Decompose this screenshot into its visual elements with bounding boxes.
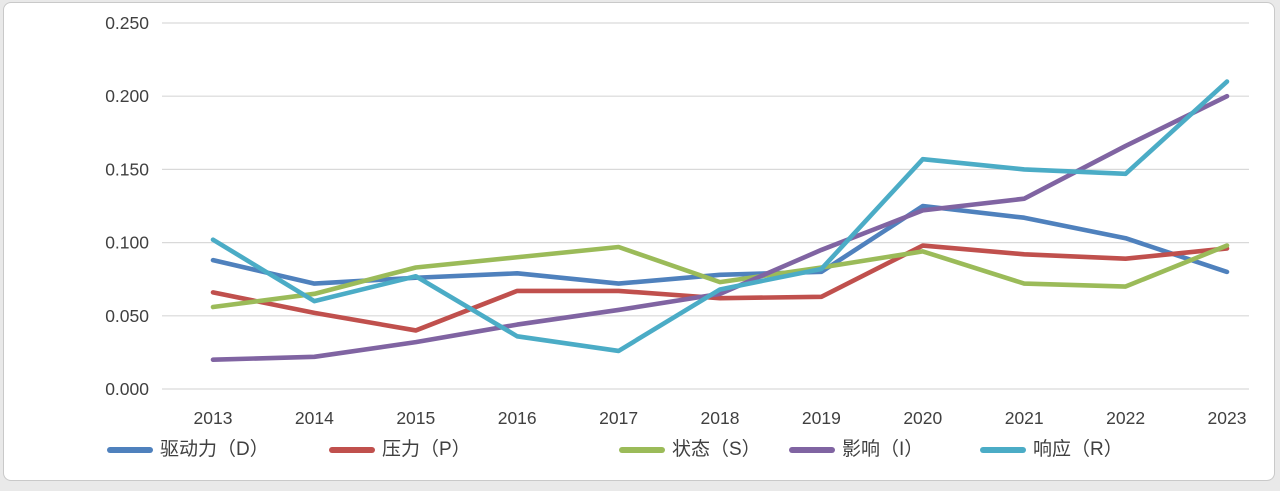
legend-marker-pressure bbox=[329, 447, 375, 453]
legend-label-state: 状态（S） bbox=[672, 439, 761, 460]
y-axis-tick-label: 0.100 bbox=[105, 233, 149, 253]
x-axis-tick-label-2022: 2022 bbox=[1106, 408, 1145, 428]
x-axis-tick-label-2015: 2015 bbox=[396, 408, 435, 428]
chart-card: 0.000 0.050 0.100 0.150 0.200 0.250 2013 2014 20… bbox=[3, 2, 1275, 481]
legend-label-driver: 驱动力（D） bbox=[160, 439, 269, 460]
line-chart: 0.000 0.050 0.100 0.150 0.200 0.250 2013 2014 20… bbox=[105, 13, 1249, 428]
series-line-impact bbox=[210, 93, 1230, 363]
y-axis-tick-label: 0.250 bbox=[105, 13, 149, 33]
legend-label-pressure: 压力（P） bbox=[382, 439, 471, 460]
x-axis-tick-label-2018: 2018 bbox=[701, 408, 740, 428]
x-axis-tick-label-2014: 2014 bbox=[295, 408, 334, 428]
legend-marker-impact bbox=[789, 447, 835, 453]
legend-item-driver: 驱动力（D） bbox=[107, 436, 269, 464]
x-axis-tick-label-2013: 2013 bbox=[194, 408, 233, 428]
series-line-state bbox=[210, 243, 1230, 310]
x-axis-tick-label-2021: 2021 bbox=[1005, 408, 1044, 428]
series-line-response bbox=[210, 79, 1230, 354]
chart-legend: 驱动力（D） 压力（P） 状态（S） 影响（I） 响应（R） bbox=[4, 436, 1274, 464]
x-axis-tick-label-2020: 2020 bbox=[903, 408, 942, 428]
legend-label-impact: 影响（I） bbox=[842, 439, 924, 460]
series-line-pressure bbox=[210, 243, 1230, 333]
legend-marker-state bbox=[619, 447, 665, 453]
y-axis-tick-label: 0.150 bbox=[105, 159, 149, 179]
y-axis-tick-label: 0.050 bbox=[105, 306, 149, 326]
legend-item-state: 状态（S） bbox=[619, 436, 761, 464]
legend-item-pressure: 压力（P） bbox=[329, 436, 471, 464]
legend-label-response: 响应（R） bbox=[1033, 439, 1123, 460]
y-axis-tick-label: 0.200 bbox=[105, 86, 149, 106]
legend-item-impact: 影响（I） bbox=[789, 436, 923, 464]
x-axis-tick-label-2017: 2017 bbox=[599, 408, 638, 428]
x-axis-tick-label-2023: 2023 bbox=[1208, 408, 1247, 428]
y-axis-tick-label: 0.000 bbox=[105, 379, 149, 399]
x-axis-tick-label-2019: 2019 bbox=[802, 408, 841, 428]
legend-item-response: 响应（R） bbox=[980, 436, 1123, 464]
series-line-driver bbox=[210, 203, 1230, 286]
legend-marker-response bbox=[980, 447, 1026, 453]
legend-marker-driver bbox=[107, 447, 153, 453]
x-axis-tick-label-2016: 2016 bbox=[498, 408, 537, 428]
